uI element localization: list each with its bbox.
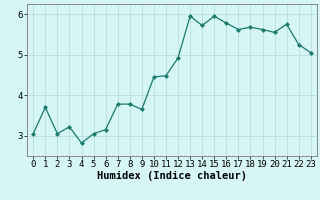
X-axis label: Humidex (Indice chaleur): Humidex (Indice chaleur) <box>97 171 247 181</box>
